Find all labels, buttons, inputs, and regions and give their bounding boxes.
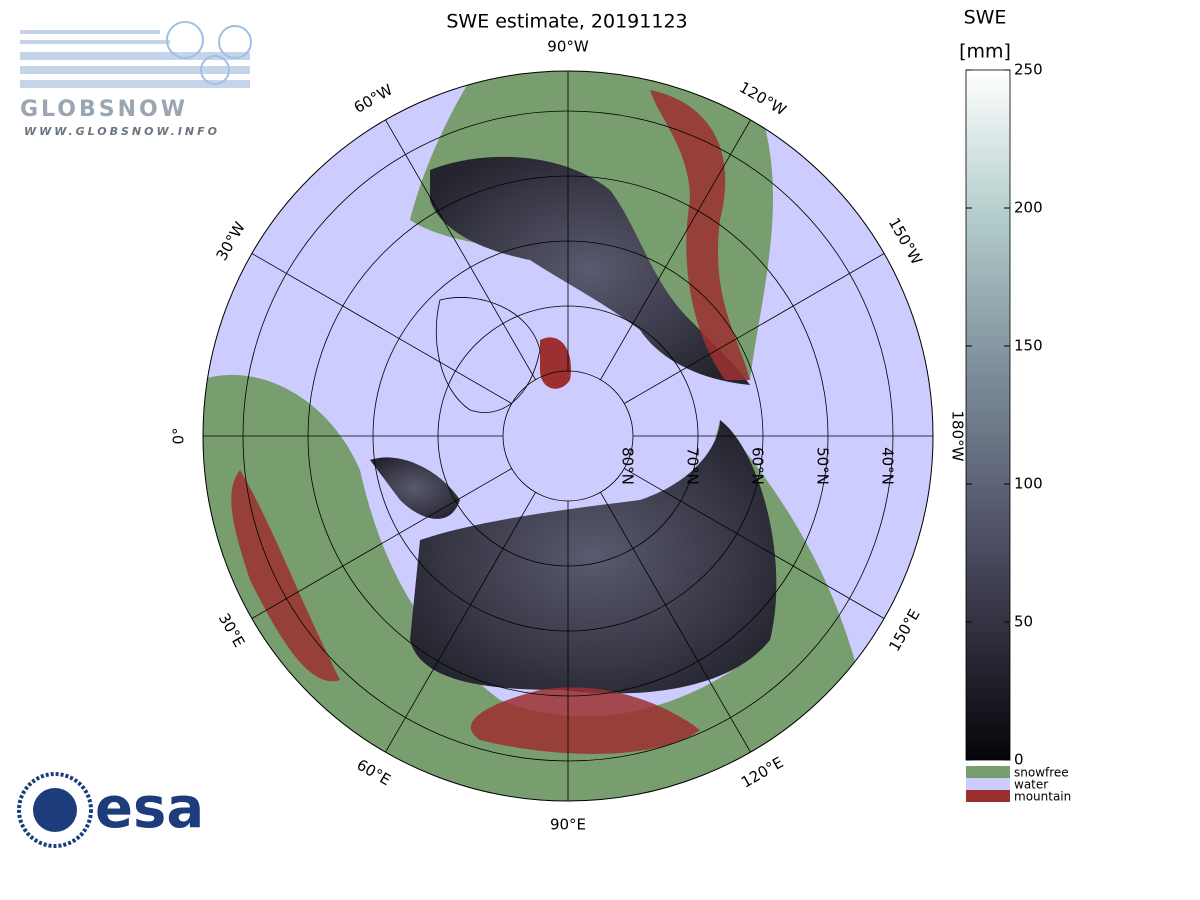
colorbar xyxy=(965,69,1011,761)
land-mountain xyxy=(231,470,340,682)
meridian-line xyxy=(385,492,536,753)
meridian-line xyxy=(600,492,751,753)
parallel-label: 50°N xyxy=(814,447,832,485)
meridian-line xyxy=(251,253,512,404)
globsnow-url: WWW.GLOBSNOW.INFO xyxy=(24,125,220,138)
parallel-label: 70°N xyxy=(684,447,702,485)
parallel-label: 60°N xyxy=(749,447,767,485)
globsnow-name: GLOBSNOW xyxy=(20,97,188,122)
legend-swatch xyxy=(966,766,1010,778)
meridian-label: 150°E xyxy=(885,606,923,654)
meridian-line xyxy=(600,119,751,380)
legend-swatch xyxy=(966,790,1010,802)
meridian-label: 90°W xyxy=(547,38,589,56)
map xyxy=(203,71,933,801)
meridian-label: 120°W xyxy=(736,78,789,119)
meridian-label: 90°E xyxy=(550,816,586,834)
colorbar-title: SWE xyxy=(964,7,1007,29)
land-snowfree xyxy=(203,374,860,801)
meridian-label: 60°W xyxy=(351,80,396,116)
map-border xyxy=(202,70,934,802)
colorbar-tick-label: 50 xyxy=(1014,613,1033,631)
colorbar-tick-label: 0 xyxy=(1014,751,1024,769)
meridian-label: 180°W xyxy=(949,411,967,462)
legend-label: mountain xyxy=(1014,790,1071,804)
land-snow xyxy=(430,156,750,385)
meridian-label: 0° xyxy=(170,427,188,444)
legend-swatch xyxy=(966,778,1010,790)
meridian-line xyxy=(251,468,512,619)
land-snow xyxy=(410,420,777,694)
legend-label: water xyxy=(1014,778,1048,792)
legend-label: snowfree xyxy=(1014,766,1069,780)
parallel-label: 80°N xyxy=(619,447,637,485)
colorbar-axis: 0 50 100 150 200 250 xyxy=(966,61,1043,769)
meridian-label: 120°E xyxy=(738,753,786,791)
colorbar-tick-label: 100 xyxy=(1014,475,1043,493)
colorbar-tick-label: 200 xyxy=(1014,199,1043,217)
esa-name: esa xyxy=(95,776,204,841)
map-title: SWE estimate, 20191123 xyxy=(446,11,687,33)
meridian-label: 60°E xyxy=(354,756,394,790)
land-mountain xyxy=(650,90,750,380)
esa-logo: esa xyxy=(17,772,204,848)
land-snow xyxy=(370,457,460,519)
meridian-line xyxy=(624,468,885,619)
parallel-label: 40°N xyxy=(879,447,897,485)
meridian-label: 150°W xyxy=(885,215,926,268)
meridian-line xyxy=(385,119,536,380)
colorbar-tick-label: 150 xyxy=(1014,337,1043,355)
meridian-label: 30°E xyxy=(215,610,249,650)
globsnow-logo: GLOBSNOW WWW.GLOBSNOW.INFO xyxy=(20,21,252,138)
meridian-line xyxy=(624,253,885,404)
land-mountain xyxy=(540,337,571,389)
land-mountain xyxy=(470,687,700,754)
colorbar-unit: [mm] xyxy=(959,41,1011,63)
colorbar-tick-label: 250 xyxy=(1014,61,1043,79)
meridian-label: 30°W xyxy=(213,219,249,264)
